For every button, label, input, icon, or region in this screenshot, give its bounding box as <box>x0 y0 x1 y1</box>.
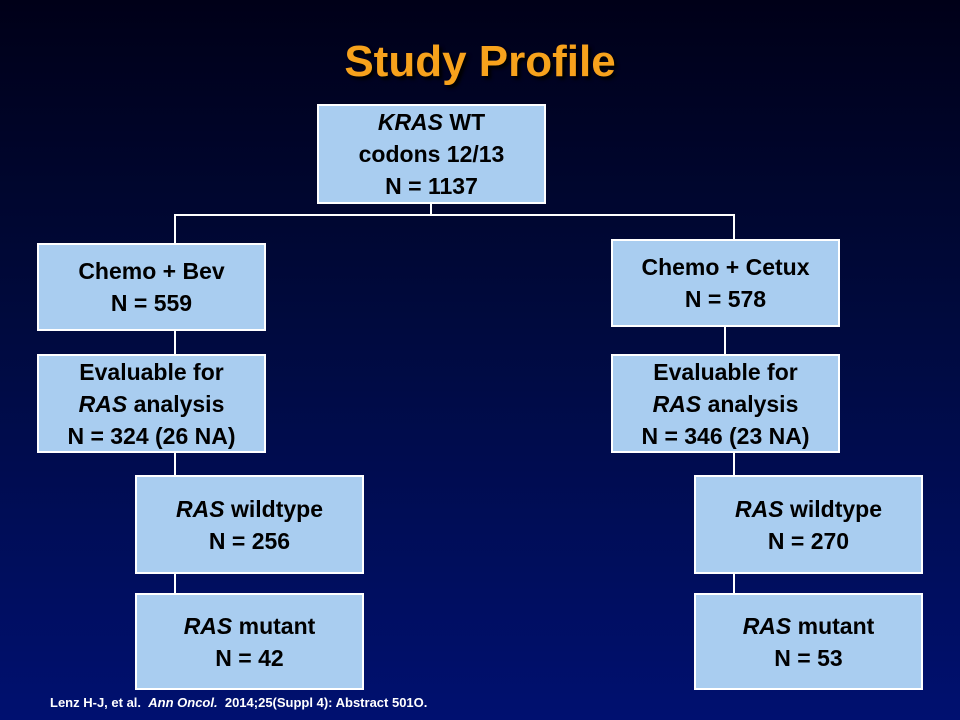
connector-bev-eval <box>174 330 176 355</box>
node-label: codons 12/13 <box>358 141 505 167</box>
node-ras-mutant-bev: RAS mutant N = 42 <box>135 593 364 690</box>
node-ras-mutant-cetux: RAS mutant N = 53 <box>694 593 923 690</box>
node-label: Chemo + Bev <box>78 258 225 284</box>
connector-wt-mut-right <box>733 573 735 594</box>
connector-wt-mut-left <box>174 573 176 594</box>
connector-horizontal <box>174 214 735 216</box>
node-label: RAS wildtype <box>176 495 323 522</box>
node-kras-wt: KRAS WT codons 12/13 N = 1137 <box>317 104 546 204</box>
connector-right-down <box>733 214 735 240</box>
node-chemo-bev: Chemo + Bev N = 559 <box>37 243 266 331</box>
connector-left-down <box>174 214 176 244</box>
node-label: KRAS WT <box>377 109 486 135</box>
node-label: RAS analysis <box>78 390 225 417</box>
connector-cetux-eval <box>724 326 726 355</box>
citation-journal: Ann Oncol. <box>148 695 218 710</box>
node-evaluable-cetux: Evaluable for RAS analysis N = 346 (23 N… <box>611 354 840 453</box>
page-title: Study Profile <box>344 37 616 86</box>
node-label: RAS mutant <box>742 612 875 639</box>
node-label: Evaluable for <box>653 358 798 385</box>
citation-authors: Lenz H-J, et al. <box>50 695 142 710</box>
node-count: N = 578 <box>684 286 767 312</box>
node-label: Evaluable for <box>79 358 224 385</box>
node-label: Chemo + Cetux <box>641 254 810 280</box>
connector-eval-wt-left <box>174 452 176 476</box>
citation: Lenz H-J, et al. Ann Oncol. 2014;25(Supp… <box>50 694 427 712</box>
node-count: N = 42 <box>215 644 284 671</box>
node-count: N = 559 <box>110 290 193 316</box>
node-evaluable-bev: Evaluable for RAS analysis N = 324 (26 N… <box>37 354 266 453</box>
node-count: N = 346 (23 NA) <box>641 422 810 449</box>
connector-eval-wt-right <box>733 452 735 476</box>
node-count: N = 256 <box>208 527 291 554</box>
node-count: N = 53 <box>774 644 843 671</box>
node-chemo-cetux: Chemo + Cetux N = 578 <box>611 239 840 327</box>
node-label: RAS analysis <box>652 390 799 417</box>
node-ras-wildtype-cetux: RAS wildtype N = 270 <box>694 475 923 574</box>
node-count: N = 270 <box>767 527 850 554</box>
node-label: RAS wildtype <box>735 495 882 522</box>
node-count: N = 1137 <box>385 173 478 199</box>
node-label: RAS mutant <box>183 612 316 639</box>
connector-root-down <box>430 203 432 215</box>
node-count: N = 324 (26 NA) <box>67 422 236 449</box>
citation-details: 2014;25(Suppl 4): Abstract 501O. <box>224 695 428 710</box>
node-ras-wildtype-bev: RAS wildtype N = 256 <box>135 475 364 574</box>
